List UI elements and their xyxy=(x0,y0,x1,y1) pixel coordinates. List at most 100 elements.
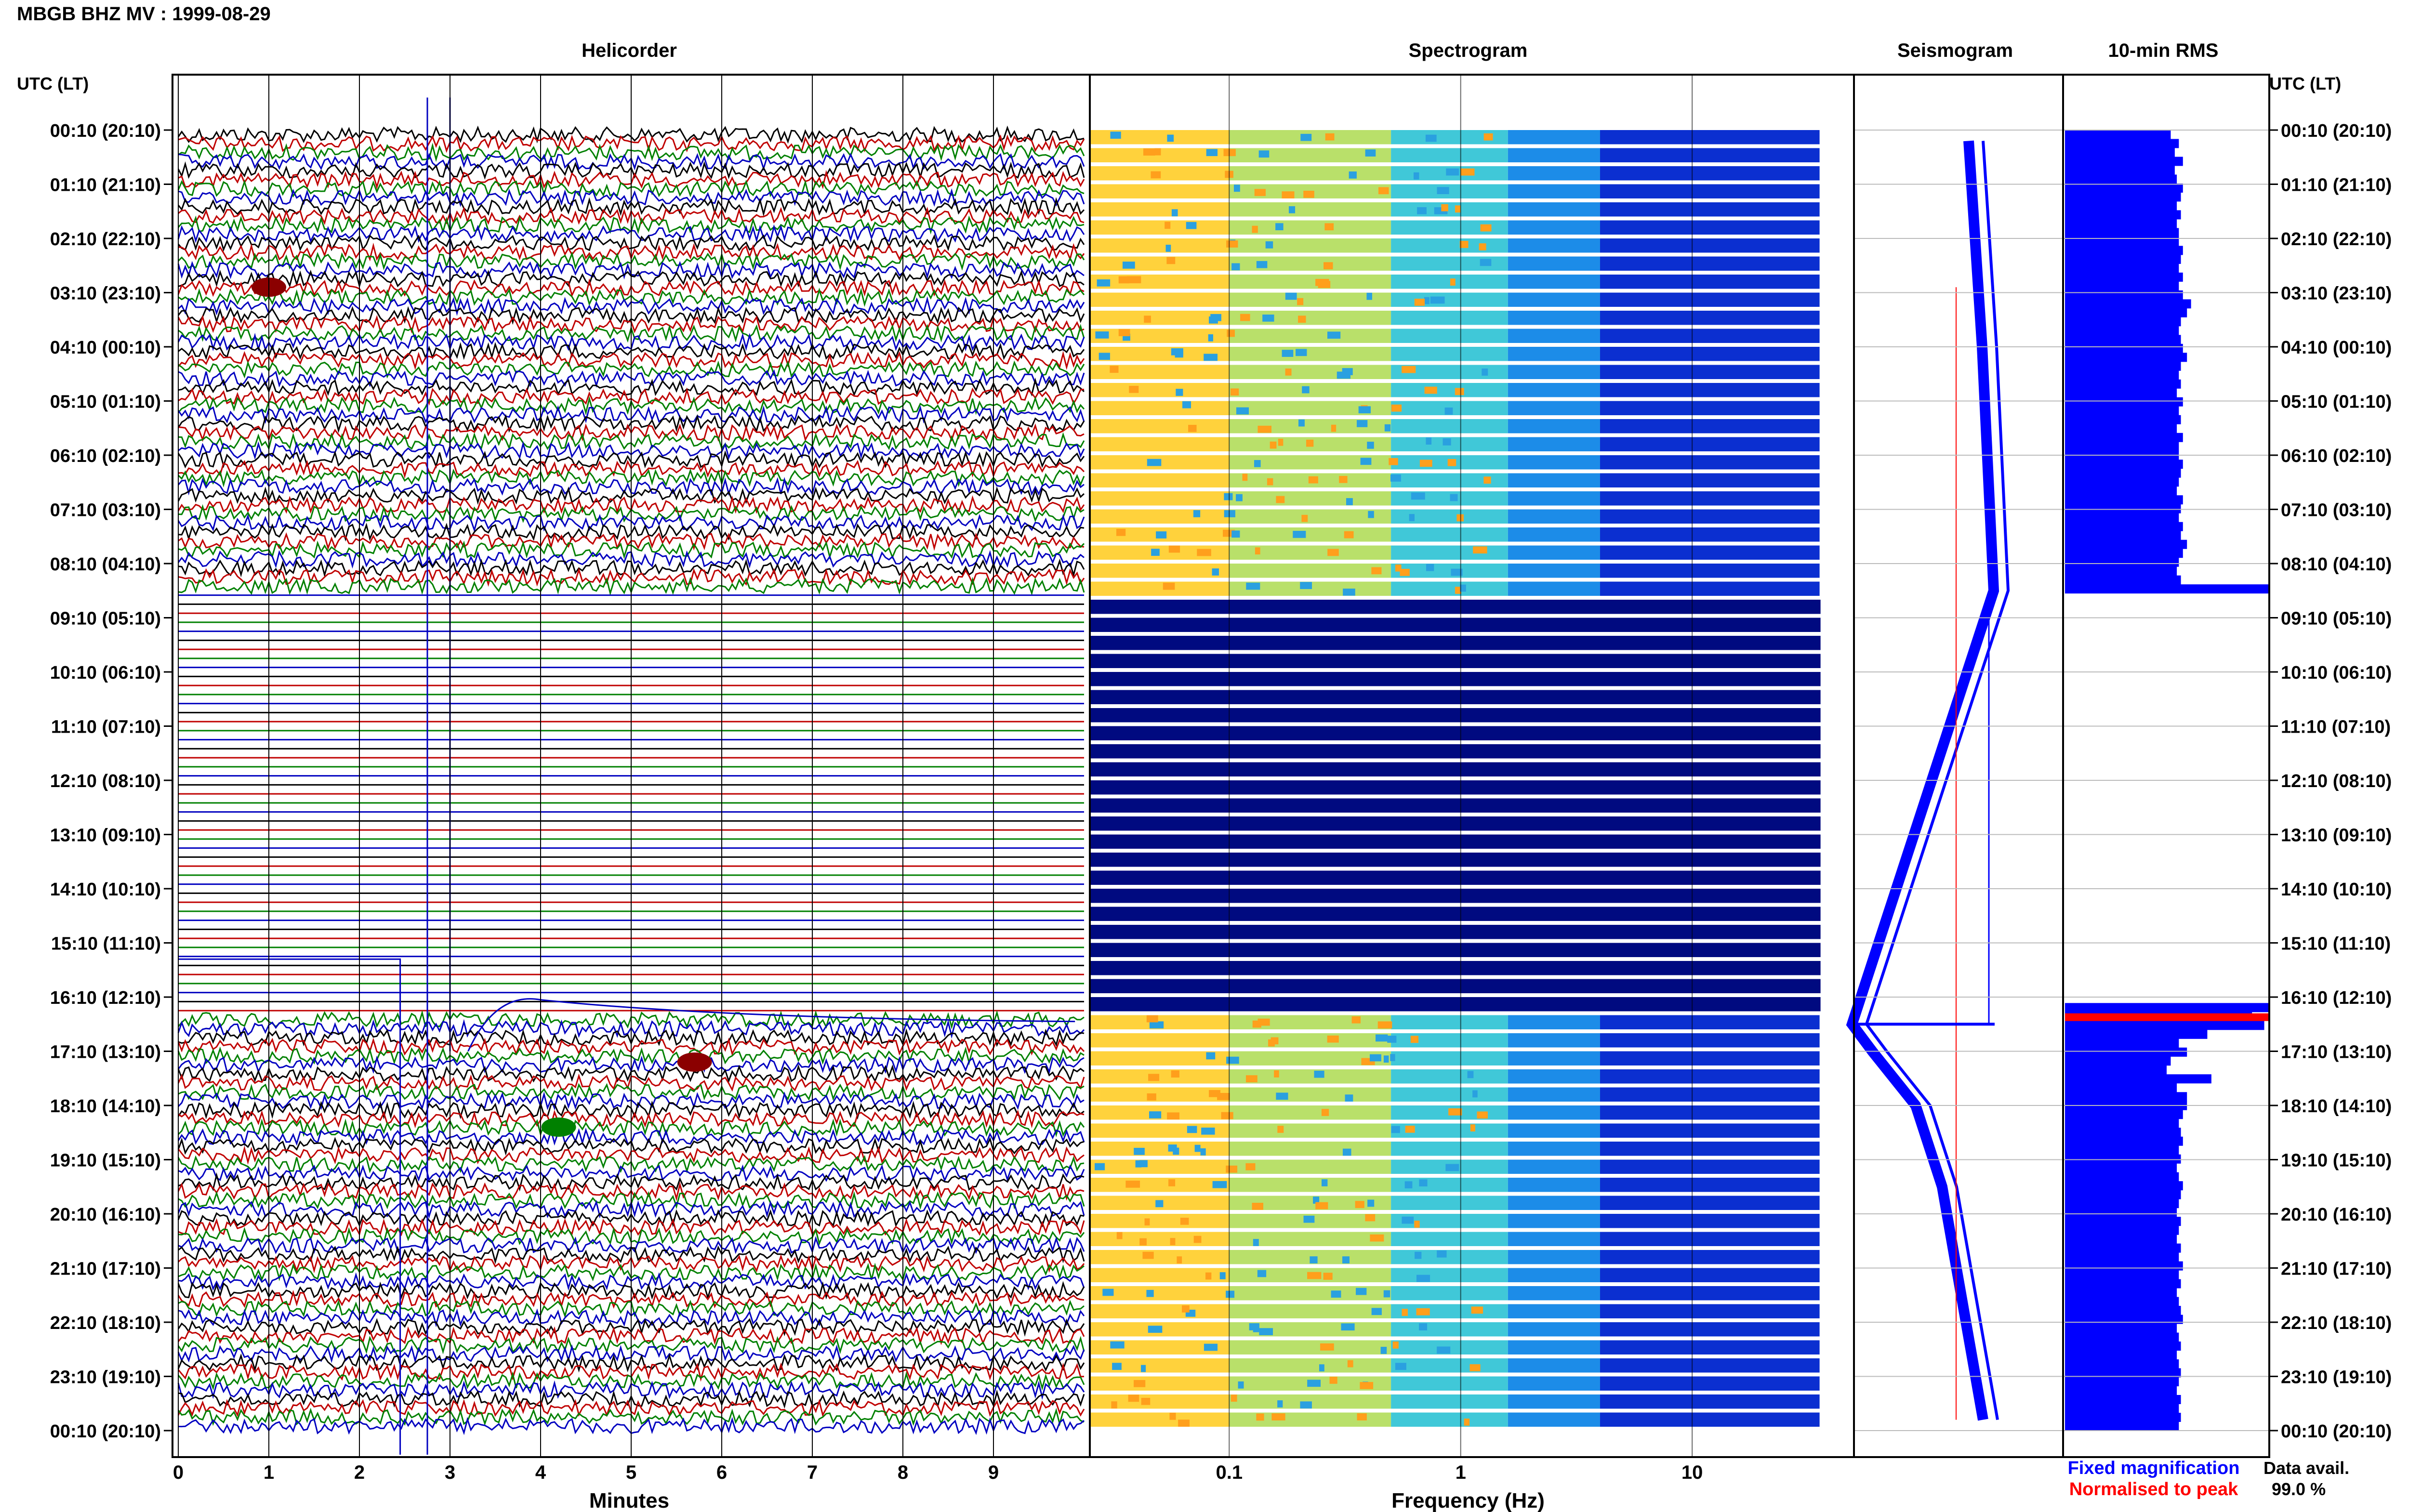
spectrogram-speckle xyxy=(1483,133,1493,141)
spectrogram-band xyxy=(1091,419,1820,434)
spectrogram-speckle xyxy=(1380,1347,1387,1354)
spectrogram-speckle xyxy=(1383,1290,1390,1298)
seismogram-envelope-left xyxy=(1846,140,1999,1421)
spectrogram-cell xyxy=(1391,545,1508,560)
spectrogram-speckle xyxy=(1307,1380,1321,1387)
spectrogram-speckle xyxy=(1450,494,1458,501)
spectrogram-speckle xyxy=(1149,1021,1164,1029)
spectrogram-cell xyxy=(1600,1358,1820,1373)
spectrogram-cell xyxy=(1391,1142,1508,1156)
time-tick-label-left: 11:10 (07:10) xyxy=(51,717,161,737)
frequency-tick-label: 10 xyxy=(1681,1462,1703,1483)
spectrogram-cell xyxy=(1229,347,1391,361)
spectrogram-speckle xyxy=(1426,564,1434,571)
spectrogram-band-gap xyxy=(1091,762,1821,776)
spectrogram-band xyxy=(1091,311,1820,325)
spectrogram-speckle xyxy=(1142,1251,1154,1259)
spectrogram-cell xyxy=(1508,1340,1600,1354)
spectrogram-speckle xyxy=(1256,261,1268,268)
spectrogram-band xyxy=(1091,130,1820,145)
rms-bar xyxy=(2065,1368,2181,1378)
spectrogram-cell xyxy=(1391,275,1508,289)
spectrogram-speckle xyxy=(1392,1341,1399,1349)
spectrogram-band xyxy=(1091,1322,1820,1337)
rms-bar xyxy=(2065,1217,2181,1226)
rms-bar xyxy=(2065,1118,2179,1128)
time-tick-label-left: 22:10 (18:10) xyxy=(50,1313,161,1333)
spectrogram-speckle xyxy=(1378,187,1389,195)
spectrogram-band xyxy=(1091,564,1820,578)
spectrogram-cell xyxy=(1508,1232,1600,1246)
spectrogram-speckle xyxy=(1226,1056,1239,1064)
spectrogram-cell xyxy=(1600,383,1820,397)
spectrogram-cell xyxy=(1091,184,1230,198)
spectrogram-band xyxy=(1091,148,1820,162)
spectrogram-cell xyxy=(1508,1214,1600,1228)
spectrogram-speckle xyxy=(1276,1092,1288,1100)
spectrogram-band xyxy=(1091,1250,1820,1264)
rms-bar xyxy=(2065,1413,2181,1422)
spectrogram-speckle xyxy=(1208,316,1218,324)
spectrogram-cell xyxy=(1091,256,1230,271)
spectrogram-speckle xyxy=(1231,263,1240,271)
spectrogram-speckle xyxy=(1167,134,1174,142)
spectrogram-cell xyxy=(1508,130,1600,145)
spectrogram-speckle xyxy=(1252,225,1258,233)
spectrogram-cell xyxy=(1091,437,1230,451)
spectrogram-cell xyxy=(1508,1087,1600,1102)
spectrogram-speckle xyxy=(1206,1052,1216,1060)
spectrogram-cell xyxy=(1229,166,1391,181)
spectrogram-cell xyxy=(1391,1376,1508,1391)
time-tick-label-right: 07:10 (03:10) xyxy=(2281,500,2392,521)
spectrogram-speckle xyxy=(1128,1394,1139,1402)
spectrogram-cell xyxy=(1600,220,1820,235)
rms-bar xyxy=(2065,1136,2183,1146)
spectrogram-speckle xyxy=(1479,243,1486,250)
rms-bar xyxy=(2065,183,2183,193)
spectrogram-cell xyxy=(1091,581,1230,596)
rms-bar xyxy=(2065,1181,2183,1191)
time-tick-label-left: 18:10 (14:10) xyxy=(50,1096,161,1117)
spectrogram-speckle xyxy=(1238,1381,1244,1389)
spectrogram-cell xyxy=(1229,311,1391,325)
time-tick-label-right: 02:10 (22:10) xyxy=(2281,229,2392,250)
spectrogram-band xyxy=(1091,581,1820,596)
spectrogram-cell xyxy=(1091,1051,1230,1065)
rms-bar xyxy=(2065,1208,2177,1217)
spectrogram-cell xyxy=(1600,1214,1820,1228)
rms-bar xyxy=(2065,1190,2181,1199)
spectrogram-speckle xyxy=(1170,1238,1176,1245)
spectrogram-speckle xyxy=(1197,549,1211,556)
spectrogram-speckle xyxy=(1321,1109,1329,1116)
spectrogram-cell xyxy=(1091,1214,1230,1228)
spectrogram-cell xyxy=(1508,275,1600,289)
data-avail-label: Data avail. xyxy=(2263,1458,2349,1478)
spectrogram-cell xyxy=(1600,1412,1820,1427)
spectrogram-cell xyxy=(1391,527,1508,542)
spectrogram-cell xyxy=(1229,1159,1391,1174)
rms-bar xyxy=(2065,1350,2177,1360)
spectrogram-cell xyxy=(1508,184,1600,198)
spectrogram-band-gap xyxy=(1091,907,1821,921)
spectrogram-speckle xyxy=(1321,1179,1328,1186)
rms-bar xyxy=(2065,575,2181,585)
spectrogram-cell xyxy=(1391,1250,1508,1264)
time-tick-label-left: 23:10 (19:10) xyxy=(50,1367,161,1388)
time-tick-label-left: 05:10 (01:10) xyxy=(50,392,161,412)
time-tick-label-left: 03:10 (23:10) xyxy=(50,284,161,304)
minute-tick-label: 8 xyxy=(898,1462,908,1483)
spectrogram-speckle xyxy=(1129,385,1139,393)
spectrogram-speckle xyxy=(1308,476,1318,484)
rms-bar xyxy=(2065,1145,2179,1155)
spectrogram-cell xyxy=(1600,1286,1820,1301)
spectrogram-speckle xyxy=(1206,149,1218,157)
helicorder-title: Helicorder xyxy=(582,40,677,61)
spectrogram-cell xyxy=(1391,1304,1508,1318)
spectrogram-cell xyxy=(1600,329,1820,343)
spectrogram-cell xyxy=(1600,347,1820,361)
rms-bar xyxy=(2065,1404,2179,1413)
spectrogram-speckle xyxy=(1256,1413,1264,1421)
spectrogram-speckle xyxy=(1276,496,1285,503)
spectrogram-cell xyxy=(1229,1178,1391,1192)
spectrogram-speckle xyxy=(1275,223,1284,231)
